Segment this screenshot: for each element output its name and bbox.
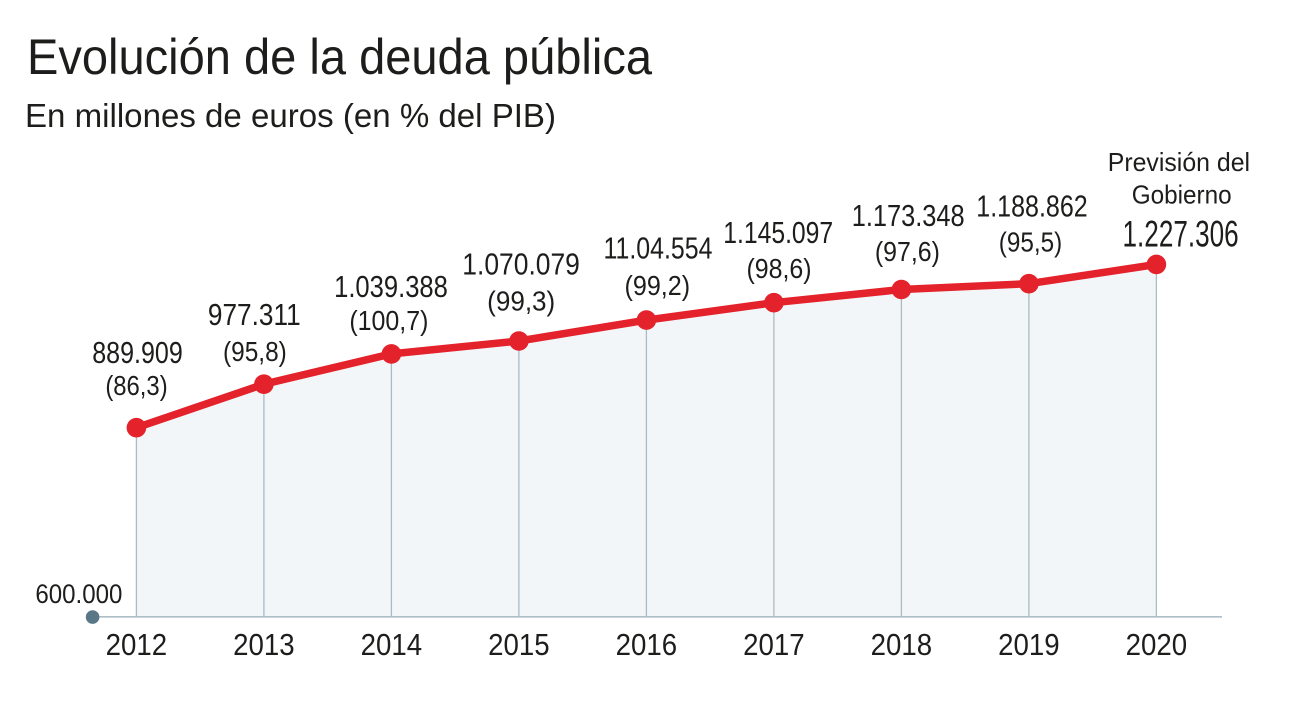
svg-text:2017: 2017 (743, 627, 805, 662)
svg-text:2012: 2012 (106, 627, 168, 662)
svg-text:2016: 2016 (616, 627, 678, 662)
svg-text:Gobierno: Gobierno (1132, 180, 1232, 210)
svg-text:1.070.079: 1.070.079 (462, 247, 580, 282)
svg-text:600.000: 600.000 (35, 579, 122, 609)
svg-text:2015: 2015 (488, 627, 550, 662)
svg-text:(95,8): (95,8) (223, 336, 287, 367)
svg-text:(100,7): (100,7) (349, 305, 428, 336)
svg-text:2014: 2014 (361, 627, 423, 662)
svg-text:(99,3): (99,3) (487, 286, 555, 317)
svg-text:1.227.306: 1.227.306 (1123, 214, 1239, 255)
svg-text:11.04.554: 11.04.554 (604, 231, 713, 266)
svg-text:(99,2): (99,2) (625, 270, 691, 301)
svg-text:2018: 2018 (871, 627, 933, 662)
svg-text:(95,5): (95,5) (999, 227, 1062, 258)
svg-text:2019: 2019 (998, 627, 1060, 662)
svg-text:(97,6): (97,6) (875, 236, 940, 267)
svg-text:En millones de euros (en % del: En millones de euros (en % del PIB) (25, 97, 556, 134)
svg-text:2020: 2020 (1126, 627, 1188, 662)
svg-text:Evolución de la deuda pública: Evolución de la deuda pública (27, 29, 652, 85)
svg-text:2013: 2013 (233, 627, 295, 662)
svg-text:Previsión del: Previsión del (1108, 147, 1250, 177)
svg-text:(98,6): (98,6) (746, 253, 811, 284)
svg-text:889.909: 889.909 (92, 335, 183, 370)
svg-text:1.188.862: 1.188.862 (976, 188, 1087, 223)
svg-text:977.311: 977.311 (208, 297, 301, 332)
svg-text:(86,3): (86,3) (105, 370, 167, 401)
svg-text:1.039.388: 1.039.388 (334, 269, 448, 304)
svg-text:1.173.348: 1.173.348 (852, 198, 965, 233)
svg-text:1.145.097: 1.145.097 (723, 215, 833, 250)
